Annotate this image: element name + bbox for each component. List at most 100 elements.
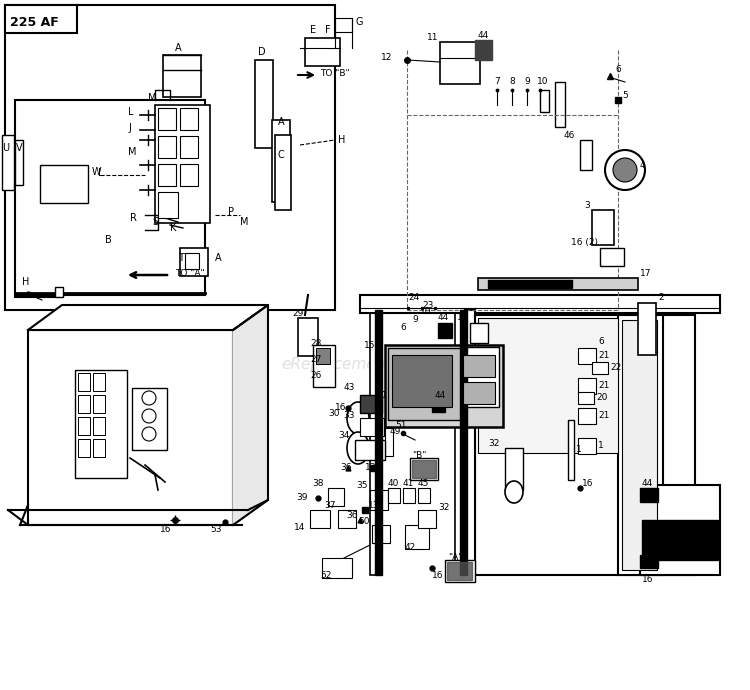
Text: 225 AF: 225 AF	[10, 15, 58, 28]
Bar	[155, 105, 210, 223]
Bar	[463, 347, 499, 407]
Text: 36: 36	[346, 511, 358, 520]
Polygon shape	[475, 40, 492, 60]
Bar	[580, 140, 592, 170]
Bar	[372, 525, 390, 543]
Bar	[2, 135, 14, 190]
Text: 15: 15	[364, 340, 375, 350]
Text: 14: 14	[294, 524, 305, 533]
Text: 45: 45	[418, 478, 429, 488]
Text: 44: 44	[435, 391, 446, 400]
Text: C: C	[278, 150, 285, 160]
Bar	[555, 82, 565, 127]
Bar	[180, 248, 208, 276]
Bar	[255, 60, 273, 148]
Bar	[410, 458, 438, 480]
Text: 44: 44	[642, 478, 653, 488]
Text: 49: 49	[390, 428, 401, 437]
Text: J: J	[128, 123, 130, 133]
Text: 21: 21	[598, 411, 609, 420]
Bar	[158, 192, 178, 218]
Text: 43: 43	[344, 384, 355, 393]
Bar	[385, 428, 393, 456]
Bar	[78, 395, 90, 413]
Bar	[272, 120, 290, 202]
Bar	[478, 318, 618, 453]
Bar	[388, 348, 460, 420]
Text: 41: 41	[403, 478, 414, 488]
Bar	[78, 417, 90, 435]
Bar	[388, 488, 400, 503]
Text: 2: 2	[658, 293, 664, 302]
Bar	[93, 439, 105, 457]
Text: 8: 8	[509, 77, 515, 86]
Text: 16: 16	[582, 478, 593, 488]
Text: 32: 32	[438, 504, 449, 513]
Text: 35: 35	[356, 480, 368, 489]
Text: M: M	[240, 217, 248, 227]
Bar	[180, 108, 198, 130]
Bar	[305, 38, 340, 66]
Bar	[578, 392, 594, 404]
Bar	[93, 417, 105, 435]
Polygon shape	[438, 323, 452, 338]
Bar	[622, 320, 657, 570]
Text: 9: 9	[524, 77, 530, 86]
Bar	[392, 355, 452, 407]
Text: 16: 16	[432, 571, 443, 580]
Bar	[455, 310, 463, 575]
Text: 13: 13	[368, 500, 380, 509]
Bar	[370, 310, 378, 575]
Text: 44: 44	[438, 313, 449, 322]
Polygon shape	[375, 310, 382, 575]
Text: 53: 53	[210, 526, 221, 535]
Text: 13: 13	[365, 464, 376, 473]
Bar	[93, 395, 105, 413]
Text: 51: 51	[395, 420, 406, 429]
Text: 50: 50	[358, 518, 370, 526]
Polygon shape	[28, 305, 268, 330]
Text: 16 (2): 16 (2)	[571, 239, 598, 248]
Bar	[640, 485, 720, 575]
Bar	[418, 488, 430, 503]
Ellipse shape	[505, 481, 523, 503]
Text: 21: 21	[598, 382, 609, 391]
Bar	[158, 108, 176, 130]
Text: S: S	[152, 217, 158, 227]
Text: 23: 23	[422, 301, 433, 310]
Text: 40: 40	[388, 478, 399, 488]
Circle shape	[142, 409, 156, 423]
Bar	[275, 135, 291, 210]
Text: 16: 16	[642, 575, 653, 584]
Text: 17: 17	[640, 268, 652, 277]
Text: 1: 1	[576, 446, 582, 455]
Text: 38: 38	[313, 478, 324, 488]
Bar	[158, 136, 176, 158]
Text: 10: 10	[420, 308, 431, 317]
Polygon shape	[233, 305, 268, 525]
Text: K: K	[170, 223, 176, 233]
Bar	[40, 165, 88, 203]
Text: 44: 44	[478, 30, 489, 39]
Text: 44: 44	[642, 546, 653, 555]
Text: 30: 30	[328, 408, 340, 417]
Bar	[463, 382, 495, 404]
Text: U: U	[2, 143, 9, 153]
Text: V: V	[16, 143, 22, 153]
Text: 19: 19	[700, 524, 712, 533]
Bar	[180, 164, 198, 186]
Text: 21: 21	[598, 351, 609, 360]
Polygon shape	[640, 555, 658, 568]
Bar	[360, 418, 384, 436]
Polygon shape	[642, 520, 718, 560]
Text: 24: 24	[408, 293, 419, 302]
Polygon shape	[640, 488, 658, 502]
Bar	[478, 278, 638, 290]
Bar	[403, 488, 415, 503]
Polygon shape	[460, 310, 467, 575]
Text: L: L	[98, 168, 104, 178]
Bar	[313, 345, 335, 387]
Text: T: T	[178, 253, 184, 263]
Text: 3: 3	[584, 201, 590, 210]
Text: 34: 34	[339, 431, 350, 440]
